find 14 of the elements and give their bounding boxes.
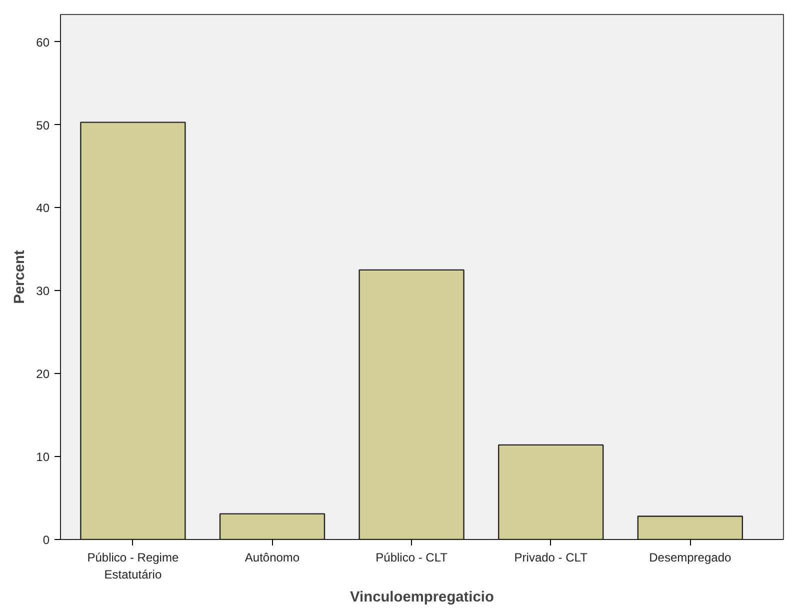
y-axis-title: Percent bbox=[12, 250, 28, 304]
y-tick-label: 20 bbox=[36, 367, 50, 382]
x-tick-label: Privado - CLT bbox=[514, 550, 588, 564]
y-tick-label: 0 bbox=[42, 533, 50, 547]
y-tick-label: 30 bbox=[36, 284, 50, 298]
y-tick-label: 10 bbox=[36, 450, 50, 464]
x-axis-title: Vinculoempregaticio bbox=[350, 589, 494, 606]
y-tick-label: 60 bbox=[36, 35, 50, 50]
x-tick-label: Público - CLT bbox=[376, 550, 448, 564]
x-tick-label: Público - Regime Estatutário bbox=[87, 550, 179, 582]
y-tick-label: 50 bbox=[36, 118, 50, 132]
y-tick-label: 40 bbox=[36, 201, 50, 216]
x-tick-label: Autônomo bbox=[244, 550, 300, 564]
x-tick-label: Desempregado bbox=[649, 550, 732, 564]
